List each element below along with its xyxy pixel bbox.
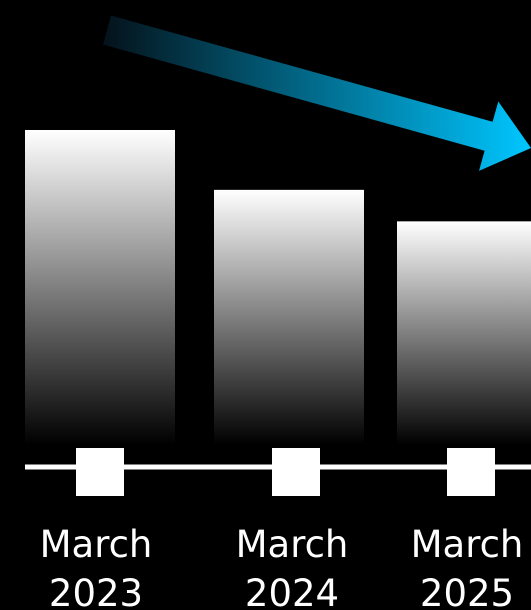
bar-2 <box>214 189 364 445</box>
bar-1 <box>25 130 175 445</box>
down-trend-arrow-icon <box>103 15 531 171</box>
x-tick-label-month: March <box>236 523 349 566</box>
x-tick-label-month: March <box>411 523 524 566</box>
square-marker-icon <box>76 448 124 496</box>
x-tick-label-month: March <box>40 523 153 566</box>
x-tick-label-year: 2024 <box>245 572 339 610</box>
x-tick-label: March 2025 <box>411 523 524 610</box>
x-tick-label-year: 2025 <box>420 572 514 610</box>
axis-markers-group <box>76 448 495 496</box>
x-tick-label: March 2023 <box>40 523 153 610</box>
square-marker-icon <box>272 448 320 496</box>
bars-group <box>25 130 531 445</box>
x-tick-label-year: 2023 <box>49 572 143 610</box>
x-tick-label: March 2024 <box>236 523 349 610</box>
square-marker-icon <box>447 448 495 496</box>
category-labels-group: March 2023 March 2024 March 2025 <box>40 523 524 610</box>
bar-3 <box>397 221 531 445</box>
